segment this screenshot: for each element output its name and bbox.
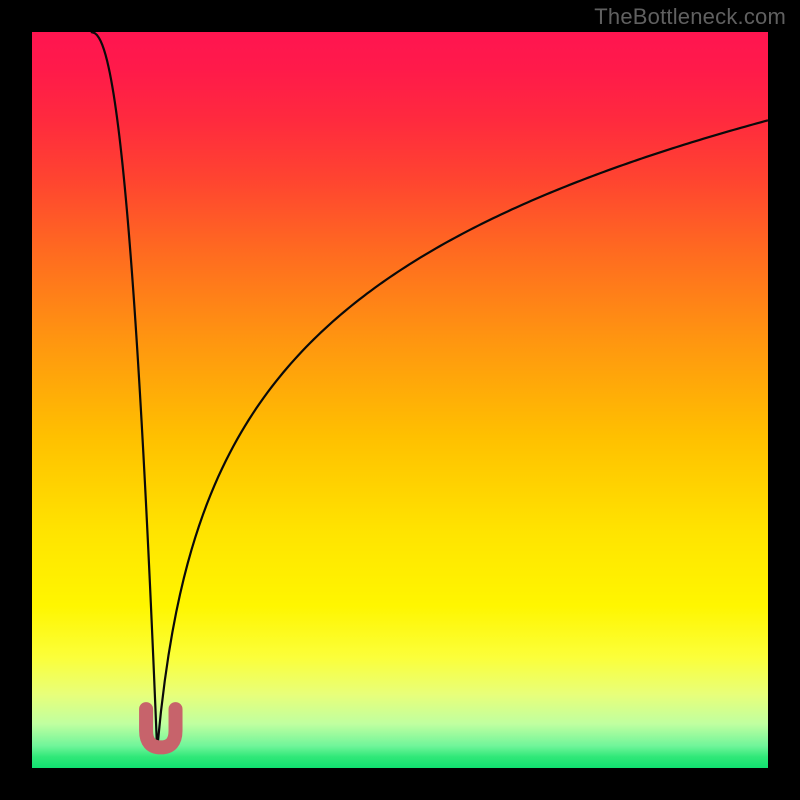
- chart-frame: TheBottleneck.com: [0, 0, 800, 800]
- gradient-background: [32, 32, 768, 768]
- plot-area: [32, 32, 768, 768]
- watermark-text: TheBottleneck.com: [594, 4, 786, 30]
- plot-svg: [32, 32, 768, 768]
